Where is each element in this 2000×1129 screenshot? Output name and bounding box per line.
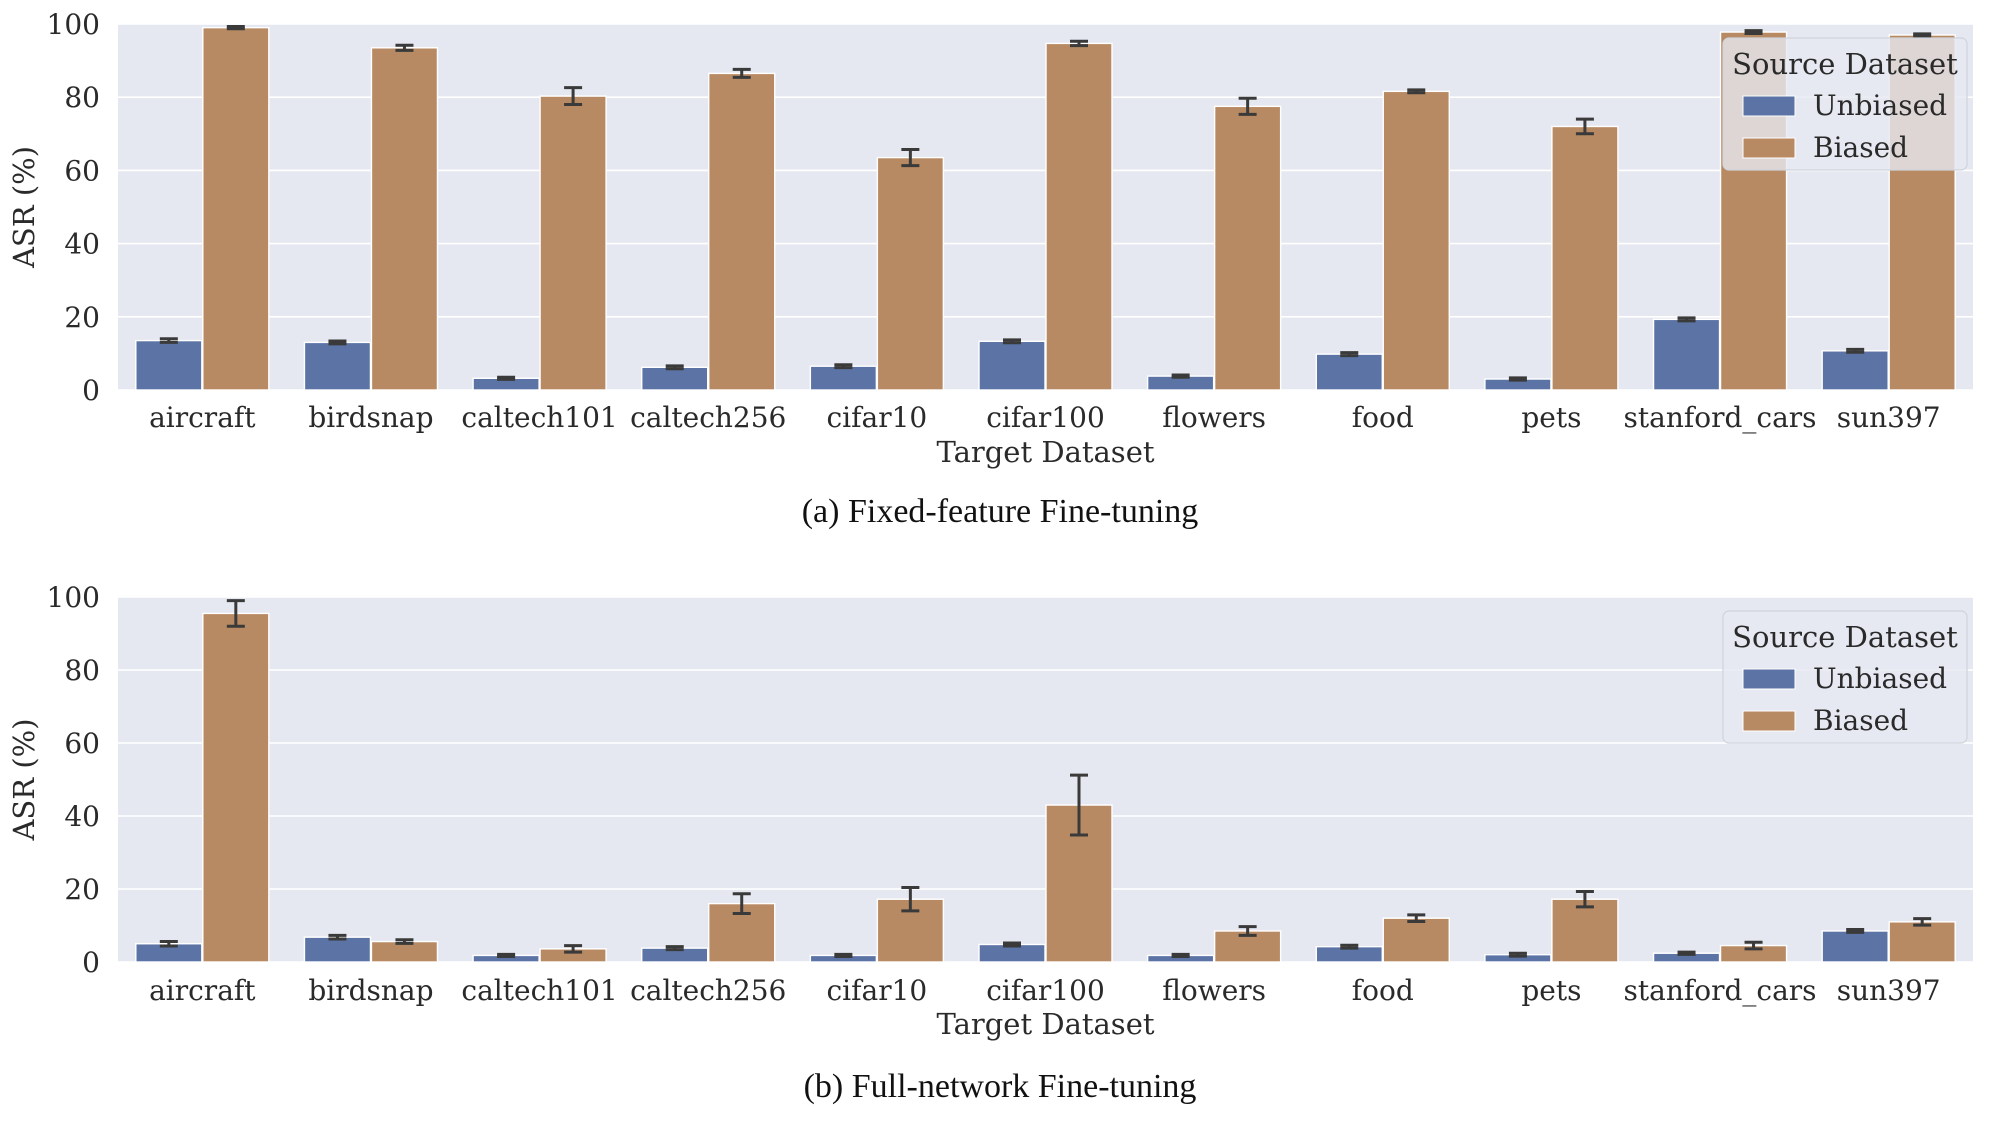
legend-box	[1722, 37, 1968, 171]
x-tick-label-cifar10: cifar10	[827, 401, 928, 434]
bar-unbiased-birdsnap	[303, 341, 372, 391]
x-tick-label-flowers: flowers	[1162, 401, 1266, 434]
bar-biased-cifar10	[876, 156, 945, 391]
legend-label-biased: Biased	[1813, 131, 1908, 164]
x-tick-label-caltech256: caltech256	[630, 401, 786, 434]
figure-caption: (a) Fixed-feature Fine-tuning	[802, 493, 1199, 530]
x-tick-label-aircraft: aircraft	[149, 401, 256, 434]
bar-biased-food	[1382, 917, 1450, 963]
y-axis-label: ASR (%)	[7, 718, 41, 841]
bar-unbiased-cifar10	[809, 365, 878, 391]
legend-swatch-biased	[1742, 137, 1796, 159]
bar-unbiased-food	[1315, 353, 1383, 391]
x-tick-label-flowers: flowers	[1162, 974, 1266, 1007]
y-tick-label: 40	[64, 228, 100, 261]
bar-unbiased-sun397	[1821, 350, 1889, 391]
chart-panel-b: 0 20 40 60 80 100 aircraft birdsnap caltech101 ca…	[7, 581, 1973, 1105]
x-axis-label: Target Dataset	[936, 435, 1154, 469]
figure-caption: (b) Full-network Fine-tuning	[804, 1068, 1197, 1105]
legend-swatch-biased	[1742, 710, 1796, 732]
y-tick-label: 100	[47, 8, 100, 41]
x-tick-label-cifar10: cifar10	[827, 974, 928, 1007]
bar-biased-sun397	[1888, 921, 1956, 963]
legend-box	[1722, 610, 1968, 744]
y-tick-label: 40	[64, 800, 100, 833]
bar-biased-caltech101	[539, 95, 607, 391]
error-bars	[159, 25, 1932, 382]
bar-unbiased-caltech256	[641, 366, 709, 391]
x-tick-label-food: food	[1352, 401, 1414, 434]
x-axis-label: Target Dataset	[936, 1007, 1154, 1041]
x-tick-label-stanford_cars: stanford_cars	[1624, 974, 1817, 1007]
bar-biased-aircraft	[202, 612, 270, 963]
y-tick-label: 80	[64, 81, 100, 114]
y-tick-label: 100	[47, 581, 100, 614]
legend: Source Dataset Unbiased Biased	[1722, 610, 1968, 744]
bar-biased-pets	[1551, 125, 1619, 391]
y-tick-label: 80	[64, 654, 100, 687]
x-tick-label-caltech101: caltech101	[461, 401, 617, 434]
bars	[135, 612, 1956, 963]
bar-unbiased-cifar100	[978, 340, 1046, 391]
x-tick-label-stanford_cars: stanford_cars	[1624, 401, 1817, 434]
bar-unbiased-aircraft	[135, 339, 203, 391]
legend-label-unbiased: Unbiased	[1813, 89, 1947, 122]
bar-biased-birdsnap	[370, 47, 439, 391]
bar-biased-food	[1382, 90, 1450, 391]
bar-biased-caltech256	[708, 72, 776, 391]
legend-label-unbiased: Unbiased	[1813, 662, 1947, 695]
bar-biased-cifar100	[1045, 42, 1113, 391]
x-tick-label-birdsnap: birdsnap	[308, 974, 433, 1007]
legend-title: Source Dataset	[1732, 47, 1958, 81]
y-axis-label: ASR (%)	[7, 146, 41, 269]
x-tick-label-caltech256: caltech256	[630, 974, 786, 1007]
x-tick-label-birdsnap: birdsnap	[308, 401, 433, 434]
bar-biased-flowers	[1213, 105, 1282, 391]
y-tick-label: 60	[64, 727, 100, 760]
error-bars	[159, 599, 1932, 959]
x-tick-label-food: food	[1352, 974, 1414, 1007]
x-tick-label-pets: pets	[1521, 401, 1581, 434]
x-tick-label-pets: pets	[1521, 974, 1581, 1007]
legend-label-biased: Biased	[1813, 704, 1908, 737]
y-tick-label: 0	[82, 946, 100, 979]
legend-title: Source Dataset	[1732, 620, 1958, 654]
bar-unbiased-sun397	[1821, 930, 1889, 963]
bar-unbiased-birdsnap	[303, 936, 372, 963]
y-tick-label: 20	[64, 301, 100, 334]
bar-biased-aircraft	[202, 26, 270, 391]
x-tick-label-caltech101: caltech101	[461, 974, 617, 1007]
chart-panel-a: 0 20 40 60 80 100 aircraft birdsnap caltech101 ca…	[7, 8, 1973, 530]
x-tick-label-sun397: sun397	[1837, 974, 1941, 1007]
x-tick-label-cifar100: cifar100	[986, 401, 1105, 434]
legend: Source Dataset Unbiased Biased	[1722, 37, 1968, 171]
y-tick-label: 0	[82, 374, 100, 407]
legend-swatch-unbiased	[1742, 95, 1796, 117]
legend-swatch-unbiased	[1742, 668, 1796, 690]
x-tick-label-sun397: sun397	[1837, 401, 1941, 434]
bar-unbiased-stanford_cars	[1652, 318, 1721, 391]
y-tick-label: 20	[64, 873, 100, 906]
bar-biased-pets	[1551, 898, 1619, 963]
x-tick-label-aircraft: aircraft	[149, 974, 256, 1007]
y-tick-label: 60	[64, 154, 100, 187]
x-tick-label-cifar100: cifar100	[986, 974, 1105, 1007]
